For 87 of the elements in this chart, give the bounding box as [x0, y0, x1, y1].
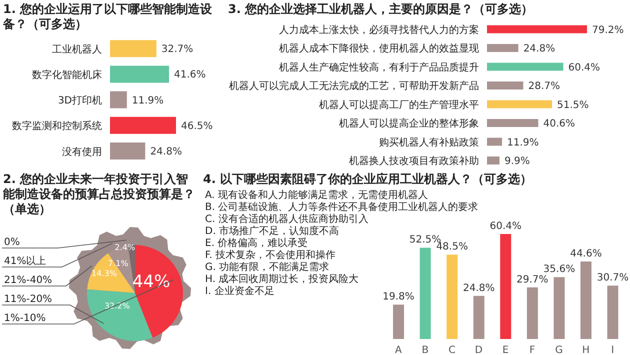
data-label: 14.3% [92, 269, 118, 278]
x-tick-label: B [422, 345, 429, 355]
data-label: 30.7% [596, 272, 629, 284]
data-label: 48.5% [436, 242, 468, 253]
data-label: 40.6% [543, 118, 576, 130]
data-label: 79.2% [592, 24, 624, 36]
data-label: 28.7% [528, 81, 560, 92]
slice-label: 1%-10% [4, 313, 46, 324]
bar [526, 287, 538, 339]
data-label: 29.7% [516, 274, 548, 286]
data-label: 11.9% [507, 137, 539, 148]
bar [487, 25, 587, 34]
y-tick-label: 机器人可以完成人工无法完成的工艺，可帮助开发新产品 [229, 80, 479, 92]
text: H. 成本回收周期过长，投资风险大 [205, 274, 359, 285]
x-tick-label: H [582, 345, 590, 355]
data-label: 24.8% [462, 282, 495, 294]
data-label: 35.6% [543, 264, 576, 276]
y-tick-label: 机器人成本下降很快，使用机器人的效益显现 [279, 42, 479, 55]
chart-title: 2. 您的企业未来一年投资于引入智能制造设备的预算占总投资预算是？（单选） [2, 171, 196, 217]
bar [110, 142, 146, 160]
text: G. 功能有限，不能满足需求 [205, 262, 330, 274]
y-tick-label: 机器人可以提高工厂的生产管理水平 [319, 98, 479, 111]
data-label: 60.4% [568, 62, 600, 74]
pie-slice [87, 289, 153, 341]
x-tick-label: F [529, 345, 536, 355]
data-label: 24.8% [150, 146, 182, 158]
bar [580, 261, 592, 339]
data-label: 9.9% [504, 156, 530, 168]
bar [500, 234, 512, 339]
data-label: 46.5% [181, 120, 213, 132]
y-tick-label: 没有使用 [62, 146, 102, 158]
slice-label: 21%-40% [4, 275, 52, 286]
y-tick-label: 机器人可以提高企业的整体形象 [339, 118, 479, 130]
bar [110, 66, 170, 83]
bar [487, 119, 538, 127]
y-tick-label: 数字监测和控制系统 [12, 120, 102, 132]
slice-label: 0% [4, 237, 20, 248]
bar [110, 91, 127, 108]
bar [487, 44, 518, 52]
data-label: 2.4% [114, 242, 136, 252]
bar [393, 304, 404, 339]
bar [487, 62, 564, 71]
y-tick-label: 购买机器人有补贴政策 [379, 136, 479, 148]
text: B. 公司基础设施、人力等条件还不具备使用工业机器人的要求 [205, 202, 478, 214]
text: F. 技术复杂，不会使用和操作 [205, 250, 336, 261]
bar [446, 254, 458, 339]
slice-label: 11%-20% [4, 294, 52, 305]
data-label: 32.7% [161, 44, 194, 56]
text: E. 价格偏高，难以承受 [205, 238, 308, 249]
bar [607, 286, 618, 339]
data-label: 41.6% [174, 70, 206, 81]
x-tick-label: G [555, 345, 563, 355]
y-tick-label: 工业机器人 [52, 43, 102, 56]
data-label: 51.5% [557, 100, 589, 111]
data-label: 11.9% [132, 95, 164, 106]
slice-label: 41%以上 [4, 255, 46, 267]
y-tick-label: 机器换人技改项目有政策补助 [349, 155, 479, 168]
text: D. 市场推广不足，认知度不高 [205, 226, 340, 237]
chart-title: 1. 您的企业运用了以下哪些智能制造设备？（可多选） [2, 1, 214, 32]
text: C. 没有合适的机器人供应商协助引入 [205, 214, 370, 226]
x-tick-label: I [611, 345, 614, 355]
text: A. 现有设备和人力能够满足需求，无需使用机器人 [205, 190, 430, 202]
bar [420, 248, 431, 339]
bar [110, 40, 156, 58]
data-label: 24.8% [523, 44, 556, 55]
x-tick-label: A [394, 345, 402, 355]
y-tick-label: 机器人生产确定性较高，有利于产品品质提升 [279, 61, 479, 74]
x-tick-label: E [502, 345, 509, 355]
bar [554, 277, 565, 339]
data-label: 44.6% [570, 248, 602, 260]
y-tick-label: 人力成本上涨太快，必须寻找替代人力的方案 [279, 24, 479, 36]
bar [487, 156, 500, 164]
y-tick-label: 数字化智能机床 [32, 68, 102, 81]
bar [487, 138, 502, 146]
bar [487, 82, 524, 90]
bar [110, 116, 176, 134]
bar [473, 296, 484, 339]
data-label: 19.8% [382, 292, 414, 303]
bar [487, 100, 552, 108]
chart-title: 4. 以下哪些因素阻碍了你的企业应用工业机器人？（可多选） [202, 171, 534, 187]
pie-slice [87, 253, 135, 293]
data-label: 60.4% [490, 221, 522, 232]
text: 3. 您的企业选择工业机器人，主要的原因是？（可多选） [227, 1, 534, 17]
x-tick-label: D [474, 345, 483, 355]
text: I. 企业资金不足 [205, 286, 274, 297]
y-tick-label: 3D打印机 [58, 94, 102, 107]
x-tick-label: C [448, 345, 456, 355]
